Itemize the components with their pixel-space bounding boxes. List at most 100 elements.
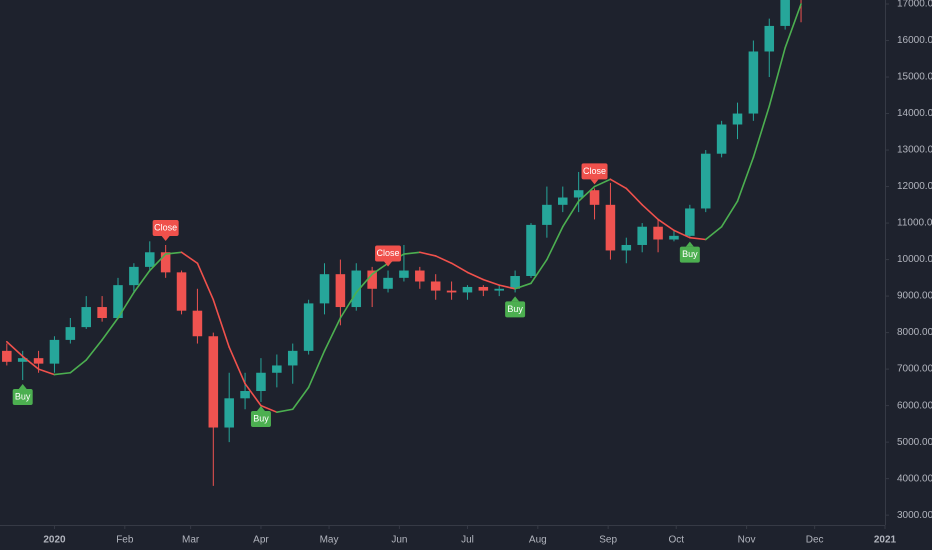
candle-body [589, 190, 600, 205]
candle-body [17, 358, 28, 362]
candle-body [287, 350, 298, 366]
moving-average-segment [244, 382, 262, 407]
moving-average-segment [514, 282, 532, 290]
moving-average-segment [6, 340, 24, 358]
x-tick-label: 2020 [43, 535, 66, 546]
y-tick-label: 11000.00 [897, 218, 932, 229]
moving-average-segment [69, 359, 88, 374]
moving-average-segment [625, 187, 643, 206]
candle-body [478, 286, 489, 291]
y-tick-label: 14000.00 [897, 108, 932, 119]
moving-average-segment [450, 262, 469, 274]
moving-average-segment [736, 156, 755, 202]
moving-average-segment [673, 229, 691, 239]
moving-average-segment [276, 408, 294, 413]
moving-average-segment [657, 218, 675, 232]
moving-average-segment [609, 178, 628, 190]
plot-area: Buy Close Buy Close Buy Close Buy [2, 0, 802, 486]
y-tick-label: 6000.00 [897, 400, 932, 411]
moving-average-segment [148, 253, 167, 272]
signal-label: Buy [253, 413, 269, 423]
moving-average-segment [546, 225, 564, 261]
candle-body [780, 0, 790, 26]
signal-box [12, 389, 33, 406]
signal-box [581, 163, 608, 180]
moving-average-segment [752, 105, 771, 159]
signal-label: Buy [682, 249, 698, 259]
signal-label: Buy [507, 304, 523, 314]
candle-body [732, 113, 743, 125]
x-tick-label: Jun [391, 535, 407, 546]
candle-body [542, 204, 552, 225]
candle-body [208, 336, 219, 428]
moving-average-segment [133, 269, 151, 294]
candle-body [224, 398, 234, 428]
x-tick-label: Sep [599, 535, 617, 546]
candle-body [192, 310, 203, 337]
signal-arrow [256, 405, 265, 411]
buy-signal: Buy [250, 405, 271, 427]
x-tick-label: 2021 [874, 535, 897, 546]
candle-body [494, 288, 504, 291]
moving-average-segment [482, 278, 501, 286]
moving-average-segment [101, 317, 119, 341]
moving-average-segment [117, 291, 135, 319]
candle-body [621, 244, 632, 251]
x-tick-label: Aug [529, 535, 547, 546]
candle-body [160, 252, 171, 273]
moving-average-segment [180, 251, 199, 265]
x-tick-label: Dec [806, 535, 824, 546]
candle-body [367, 270, 377, 289]
candle-body [605, 204, 616, 251]
signal-label: Buy [15, 391, 31, 401]
candle-body [97, 307, 107, 318]
moving-average-segment [641, 204, 659, 221]
candle-body [49, 339, 60, 364]
signal-arrow [384, 261, 393, 267]
candle-body [637, 226, 647, 245]
moving-average-segment [530, 258, 548, 285]
close-signal: Close [152, 219, 179, 241]
candle-body [176, 272, 187, 311]
moving-average-segment [355, 273, 373, 294]
moving-average-segment [434, 255, 453, 265]
signal-arrow [161, 235, 170, 241]
moving-average-segment [212, 298, 230, 349]
candle-body [2, 350, 12, 362]
candle-body [653, 226, 663, 240]
candle-body [319, 274, 330, 304]
x-tick-label: May [320, 535, 339, 546]
buy-signal: Buy [679, 241, 700, 263]
moving-average-segment [720, 200, 739, 228]
candle-body [526, 224, 536, 277]
candle-body [764, 25, 775, 52]
candle-body [573, 190, 584, 198]
y-tick-label: 3000.00 [897, 510, 932, 521]
candle-body [700, 153, 711, 209]
signal-arrow [18, 384, 27, 390]
candle-body [351, 270, 362, 308]
candle-body [303, 303, 314, 351]
y-tick-label: 8000.00 [897, 327, 932, 338]
moving-average-segment [561, 200, 580, 228]
candle-body [113, 285, 123, 318]
moving-average-segment [339, 291, 358, 319]
signal-label: Close [154, 222, 177, 232]
moving-average-segment [403, 251, 421, 255]
signal-arrow [685, 241, 694, 247]
moving-average-segment [768, 47, 786, 108]
buy-signal: Buy [12, 384, 33, 406]
moving-average-segment [196, 262, 215, 301]
moving-average-segment [689, 236, 707, 241]
x-tick-label: Feb [116, 535, 134, 546]
moving-average-segment [260, 404, 278, 413]
y-tick-label: 15000.00 [897, 72, 932, 83]
candle-body [462, 286, 473, 293]
candle-body [240, 391, 250, 399]
moving-average-segment [307, 350, 326, 389]
signal-arrow [511, 296, 520, 302]
candle-body [129, 266, 139, 286]
signal-box [679, 246, 700, 263]
moving-average-segment [577, 185, 596, 202]
